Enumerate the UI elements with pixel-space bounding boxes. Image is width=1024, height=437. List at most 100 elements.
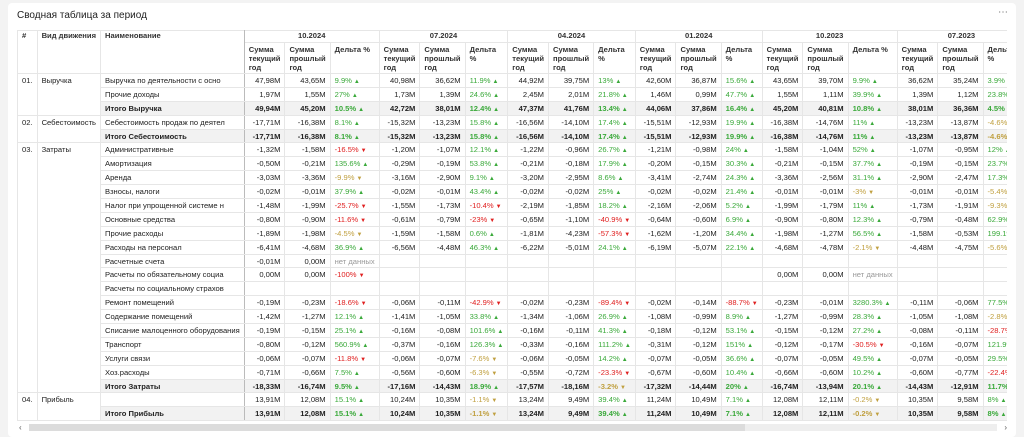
cell-previous-year: 10,35M [419,406,466,422]
header-name[interactable]: Наименование [100,30,245,74]
period-header[interactable]: 04.2024 [507,30,636,43]
period-header[interactable]: 10.2024 [243,30,380,43]
cell-current-year: -0,19M [896,156,939,172]
triangle-up-icon: ▲ [351,92,358,99]
metric-header-delta[interactable]: Дельта % [847,42,898,74]
row-name: Ремонт помещений [100,295,245,311]
delta-value: 53.1% [725,325,748,335]
cell-current-year: -0,80M [243,211,286,227]
metric-header-cur[interactable]: Сумма текущий год [378,42,421,74]
cell-current-year: -6,19M [634,239,677,255]
delta-value: -57.3% [598,228,623,238]
cell-delta: 77.5%▲ [982,295,1007,311]
cell-current-year: 13,24M [507,406,549,422]
scroll-thumb[interactable] [29,424,746,431]
delta-value: 8.6% [598,173,616,183]
period-header[interactable]: 07.2024 [378,30,509,43]
header-kind[interactable]: Вид движения [36,30,102,74]
delta-value: 21.4% [725,187,748,197]
period-header[interactable]: 07.2023 [896,30,1007,43]
cell-delta [329,281,380,297]
metric-header-cur[interactable]: Сумма текущий год [243,42,286,74]
scroll-track[interactable] [29,424,997,431]
metric-header-delta[interactable]: Дельта % [329,42,380,74]
cell-current-year: -1,20M [378,142,421,158]
cell-delta [982,267,1007,283]
delta-value: -11.6% [334,214,359,224]
row-name: Расчеты по обязательному социа [100,267,245,283]
delta-value: 31.1% [852,173,875,183]
cell-previous-year: -1,10M [547,211,595,227]
delta-value: -4.6% [987,117,1007,127]
triangle-up-icon: ▲ [621,245,628,252]
delta-value: 9.9% [852,75,870,85]
period-header[interactable]: 10.2023 [761,30,898,43]
delta-value: 7.5% [334,367,352,377]
cell-previous-year: -0,15M [802,156,849,172]
cell-previous-year: -0,01M [937,184,984,200]
triangle-down-icon: ▼ [624,301,631,308]
cell-previous-year: -0,07M [419,350,466,366]
cell-delta: 17.4% ▲ [593,114,636,130]
metric-header-cur[interactable]: Сумма текущий год [761,42,804,74]
more-options-icon[interactable]: ⋯ [998,7,1008,18]
scroll-left-icon[interactable]: ‹ [19,423,22,432]
cell-delta: 11% ▲ [847,114,898,130]
delta-value: -3.2% [598,381,619,391]
cell-previous-year: -0,02M [547,184,595,200]
cell-delta: 11% ▲ [847,198,898,213]
scroll-right-icon[interactable]: › [1004,423,1007,432]
cell-current-year: -0,56M [378,364,421,380]
metric-header-delta[interactable]: Дельта % [593,42,636,74]
cell-previous-year: -14,43M [419,378,466,394]
cell-current-year: -0,06M [378,350,421,366]
triangle-up-icon: ▲ [621,315,628,322]
cell-delta: 0.6% ▲ [464,225,509,241]
header-num[interactable]: # [17,30,38,74]
cell-current-year: -17,71M [243,114,286,130]
metric-header-delta[interactable]: Дельта % [720,42,763,74]
cell-previous-year: -1,06M [547,309,595,325]
triangle-up-icon: ▲ [749,176,756,183]
cell-current-year: -0,71M [243,364,286,380]
metric-header-cur[interactable]: Сумма текущий год [507,42,549,74]
delta-value: 3280.3% [852,298,883,308]
triangle-up-icon: ▲ [493,190,500,197]
delta-value: 0.6% [469,228,487,238]
cell-current-year [634,267,677,283]
metric-header-prev[interactable]: Сумма прошлый год [284,42,331,74]
cell-current-year: -1,21M [634,142,677,158]
table-viewport: # Вид движения Наименование 10.2024 07.2024 0… [17,30,1007,422]
delta-value: -4.6% [987,131,1007,141]
triangle-up-icon: ▲ [1000,398,1007,405]
cell-delta: 10.4% ▲ [720,364,763,380]
delta-value: 37.9% [334,187,357,197]
triangle-down-icon: ▼ [624,231,631,238]
cell-previous-year: -0,02M [675,184,722,200]
delta-value: 19.9% [725,131,748,141]
cell-delta: 36.9% ▲ [329,239,380,255]
cell-previous-year: -0,12M [802,323,849,338]
triangle-down-icon: ▼ [874,398,881,405]
metric-header-prev[interactable]: Сумма прошлый год [937,42,984,74]
cell-current-year: -6,56M [378,239,421,255]
metric-header-cur[interactable]: Сумма текущий год [896,42,939,74]
triangle-up-icon: ▲ [621,148,628,155]
cell-current-year: -17,71M [243,128,286,144]
metric-header-delta[interactable]: Дельта % [464,42,509,74]
period-header[interactable]: 01.2024 [634,30,763,43]
metric-header-prev[interactable]: Сумма прошлый год [547,42,595,74]
metric-header-delta[interactable]: Дельта % [982,42,1007,74]
horizontal-scrollbar[interactable]: ‹ › [17,423,1007,432]
cell-previous-year: -18,16M [547,378,595,394]
metric-header-prev[interactable]: Сумма прошлый год [419,42,466,74]
triangle-up-icon: ▲ [744,412,751,419]
cell-current-year: -2,16M [634,198,677,213]
triangle-up-icon: ▲ [749,190,756,197]
triangle-up-icon: ▲ [493,162,500,169]
cell-current-year: -1,34M [507,309,549,325]
metric-header-prev[interactable]: Сумма прошлый год [675,42,722,74]
metric-header-cur[interactable]: Сумма текущий год [634,42,677,74]
metric-header-prev[interactable]: Сумма прошлый год [802,42,849,74]
cell-previous-year: -3,36M [284,170,331,186]
